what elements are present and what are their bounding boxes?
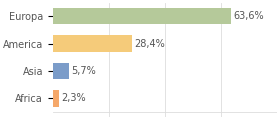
Bar xyxy=(53,8,231,24)
Text: 28,4%: 28,4% xyxy=(135,39,165,49)
Text: 63,6%: 63,6% xyxy=(234,11,264,21)
Text: 2,3%: 2,3% xyxy=(61,93,86,103)
Text: 5,7%: 5,7% xyxy=(71,66,96,76)
Bar xyxy=(53,90,59,107)
Bar xyxy=(53,63,69,79)
Bar xyxy=(53,35,132,52)
